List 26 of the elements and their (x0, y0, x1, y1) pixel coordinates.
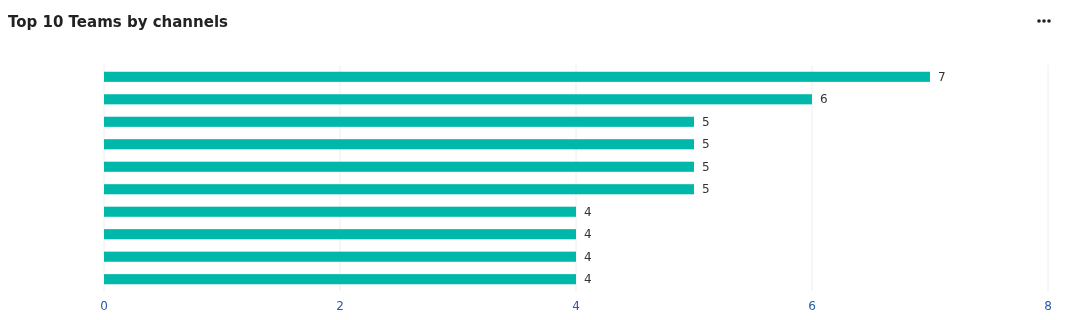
x-tick-label: 6 (808, 299, 816, 313)
bar (104, 274, 576, 285)
bar (104, 71, 930, 82)
bar (104, 139, 694, 150)
data-label: 5 (702, 182, 710, 197)
data-label: 6 (820, 92, 828, 107)
x-tick-label: 2 (336, 299, 344, 313)
data-label: 4 (584, 249, 592, 264)
data-label: 5 (702, 137, 710, 152)
data-label: 7 (938, 70, 946, 85)
x-tick-label: 0 (100, 299, 108, 313)
data-label: 4 (584, 272, 592, 287)
bar (104, 184, 694, 195)
bar (104, 94, 812, 105)
data-label: 5 (702, 159, 710, 174)
data-label: 5 (702, 114, 710, 129)
x-tick-label: 4 (572, 299, 580, 313)
bar (104, 161, 694, 172)
x-tick-label: 8 (1044, 299, 1052, 313)
bar (104, 206, 576, 217)
bar (104, 229, 576, 240)
bar (104, 116, 694, 127)
data-label: 4 (584, 227, 592, 242)
chart-title: Top 10 Teams by channels (8, 13, 229, 31)
data-label: 4 (584, 204, 592, 219)
bar (104, 251, 576, 262)
